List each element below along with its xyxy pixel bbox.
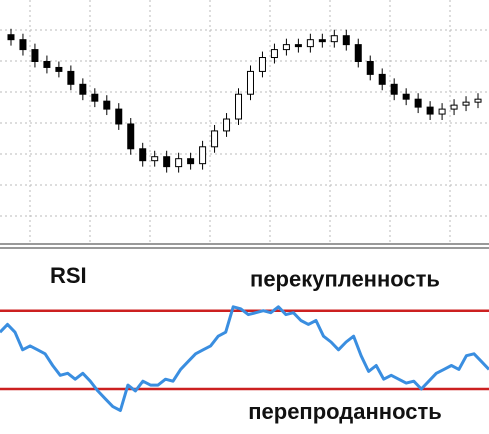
candle-body	[306, 39, 314, 48]
candle-body	[199, 146, 207, 165]
candle-body	[163, 156, 171, 168]
candle-body	[55, 66, 63, 72]
candle-body	[330, 35, 338, 43]
candle-body	[223, 118, 231, 132]
candle-body	[378, 73, 386, 85]
candle-body	[270, 49, 278, 59]
candle-body	[103, 100, 111, 110]
candle-body	[31, 49, 39, 62]
candle-body	[258, 57, 266, 72]
candle-body	[19, 39, 27, 51]
level-label: перекупленность	[250, 267, 440, 292]
candle-body	[139, 148, 147, 162]
candle-body	[211, 130, 219, 148]
candle-body	[67, 70, 75, 85]
candle-body	[366, 60, 374, 75]
level-label: перепроданность	[248, 399, 442, 424]
candle-body	[462, 101, 470, 106]
candle-body	[7, 34, 15, 41]
candle-body	[115, 108, 123, 125]
candle-body	[235, 93, 243, 120]
candle-body	[342, 35, 350, 46]
candle-body	[175, 158, 183, 168]
candle-body	[426, 106, 434, 115]
candle-body	[151, 156, 159, 162]
candle-body	[438, 108, 446, 115]
candle-body	[474, 98, 482, 103]
candle-body	[91, 93, 99, 102]
candle-body	[43, 60, 51, 68]
candle-body	[127, 123, 135, 150]
candle-body	[282, 44, 290, 51]
candle-body	[294, 44, 302, 48]
candle-body	[414, 98, 422, 108]
candle-body	[246, 70, 254, 95]
candle-body	[79, 83, 87, 95]
candle-body	[354, 44, 362, 62]
candle-body	[318, 39, 326, 43]
candle-body	[402, 93, 410, 100]
indicator-title: RSI	[50, 263, 87, 288]
candle-body	[390, 83, 398, 95]
candle-body	[187, 158, 195, 165]
candle-body	[450, 104, 458, 110]
rsi-line	[0, 305, 489, 412]
